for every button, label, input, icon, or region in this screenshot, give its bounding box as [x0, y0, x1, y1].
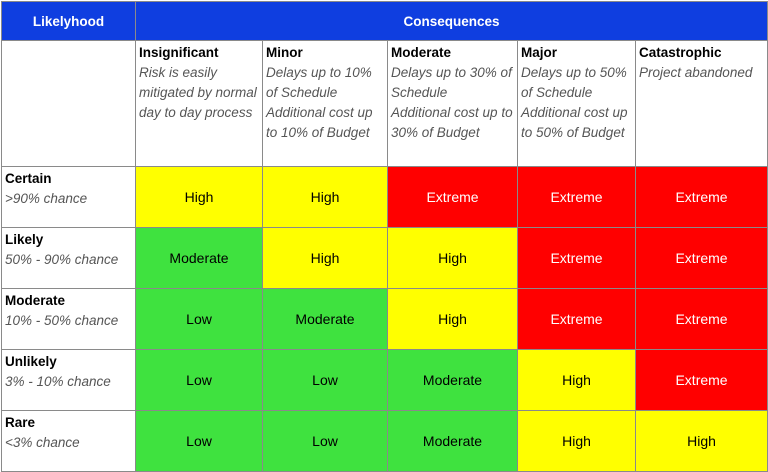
- empty-cell: [1, 40, 136, 167]
- risk-cell: Extreme: [634, 288, 768, 350]
- column-description: Additional cost up to 50% of Budget: [521, 105, 628, 140]
- row-header: Certain >90% chance: [1, 166, 136, 228]
- column-description: Additional cost up to 30% of Budget: [391, 105, 513, 140]
- row-label: Likely: [5, 232, 44, 247]
- risk-cell: Extreme: [387, 166, 518, 228]
- risk-cell: Low: [262, 410, 388, 472]
- row-header: Moderate 10% - 50% chance: [1, 288, 136, 350]
- column-title: Insignificant: [139, 45, 219, 60]
- column-title: Minor: [266, 45, 303, 60]
- column-header: Major Delays up to 50% of Schedule Additio…: [517, 40, 636, 167]
- row-header: Likely 50% - 90% chance: [1, 227, 136, 289]
- row-header: Unlikely 3% - 10% chance: [1, 349, 136, 411]
- risk-cell: Extreme: [517, 166, 636, 228]
- risk-row: Moderate 10% - 50% chance Low Moderate High E…: [1, 288, 768, 350]
- row-label: Moderate: [5, 293, 66, 308]
- column-title: Moderate: [391, 45, 452, 60]
- row-chance: 50% - 90% chance: [5, 252, 119, 267]
- risk-cell: High: [387, 288, 518, 350]
- risk-cell: Low: [135, 349, 263, 411]
- row-header: Rare <3% chance: [1, 410, 136, 472]
- risk-cell: Moderate: [262, 288, 388, 350]
- row-label: Rare: [5, 415, 36, 430]
- risk-cell: Extreme: [634, 227, 768, 289]
- column-title: Catastrophic: [639, 45, 722, 60]
- column-description: Delays up to 10% of Schedule: [266, 65, 372, 100]
- risk-cell: High: [634, 410, 768, 472]
- header-row: Likelyhood Consequences: [1, 1, 768, 41]
- likelihood-header: Likelyhood: [1, 1, 136, 41]
- column-description: Delays up to 50% of Schedule: [521, 65, 627, 100]
- column-header: Insignificant Risk is easily mitigated by…: [135, 40, 263, 167]
- risk-cell: Low: [135, 288, 263, 350]
- risk-cell: Extreme: [517, 227, 636, 289]
- column-description: Delays up to 30% of Schedule: [391, 65, 512, 100]
- row-chance: 10% - 50% chance: [5, 313, 119, 328]
- risk-cell: High: [517, 410, 636, 472]
- risk-cell: High: [517, 349, 636, 411]
- risk-cell: Low: [135, 410, 263, 472]
- risk-cell: High: [135, 166, 263, 228]
- risk-row: Rare <3% chance Low Low Moderate High High: [1, 410, 768, 472]
- column-header: Minor Delays up to 10% of Schedule Additio…: [262, 40, 388, 167]
- risk-row: Unlikely 3% - 10% chance Low Low Moderate Hig…: [1, 349, 768, 411]
- risk-row: Certain >90% chance High High Extreme Extreme…: [1, 166, 768, 228]
- risk-cell: Extreme: [517, 288, 636, 350]
- column-header: Moderate Delays up to 30% of Schedule Addi…: [387, 40, 518, 167]
- risk-cell: Moderate: [387, 410, 518, 472]
- risk-cell: Extreme: [634, 349, 768, 411]
- column-header-row: Insignificant Risk is easily mitigated by…: [1, 40, 768, 167]
- column-description: Risk is easily mitigated by normal day t…: [139, 65, 257, 120]
- row-label: Certain: [5, 171, 52, 186]
- row-chance: <3% chance: [5, 435, 80, 450]
- risk-cell: High: [262, 166, 388, 228]
- risk-cell: Extreme: [634, 166, 768, 228]
- consequences-header: Consequences: [134, 1, 768, 41]
- risk-cell: Moderate: [135, 227, 263, 289]
- column-title: Major: [521, 45, 558, 60]
- risk-cell: High: [387, 227, 518, 289]
- column-description: Project abandoned: [639, 65, 753, 80]
- row-chance: >90% chance: [5, 191, 88, 206]
- risk-cell: Low: [262, 349, 388, 411]
- row-label: Unlikely: [5, 354, 57, 369]
- risk-row: Likely 50% - 90% chance Moderate High High Ex…: [1, 227, 768, 289]
- risk-cell: High: [262, 227, 388, 289]
- column-header: Catastrophic Project abandoned: [634, 40, 768, 167]
- risk-cell: Moderate: [387, 349, 518, 411]
- column-description: Additional cost up to 10% of Budget: [266, 105, 373, 140]
- row-chance: 3% - 10% chance: [5, 374, 111, 389]
